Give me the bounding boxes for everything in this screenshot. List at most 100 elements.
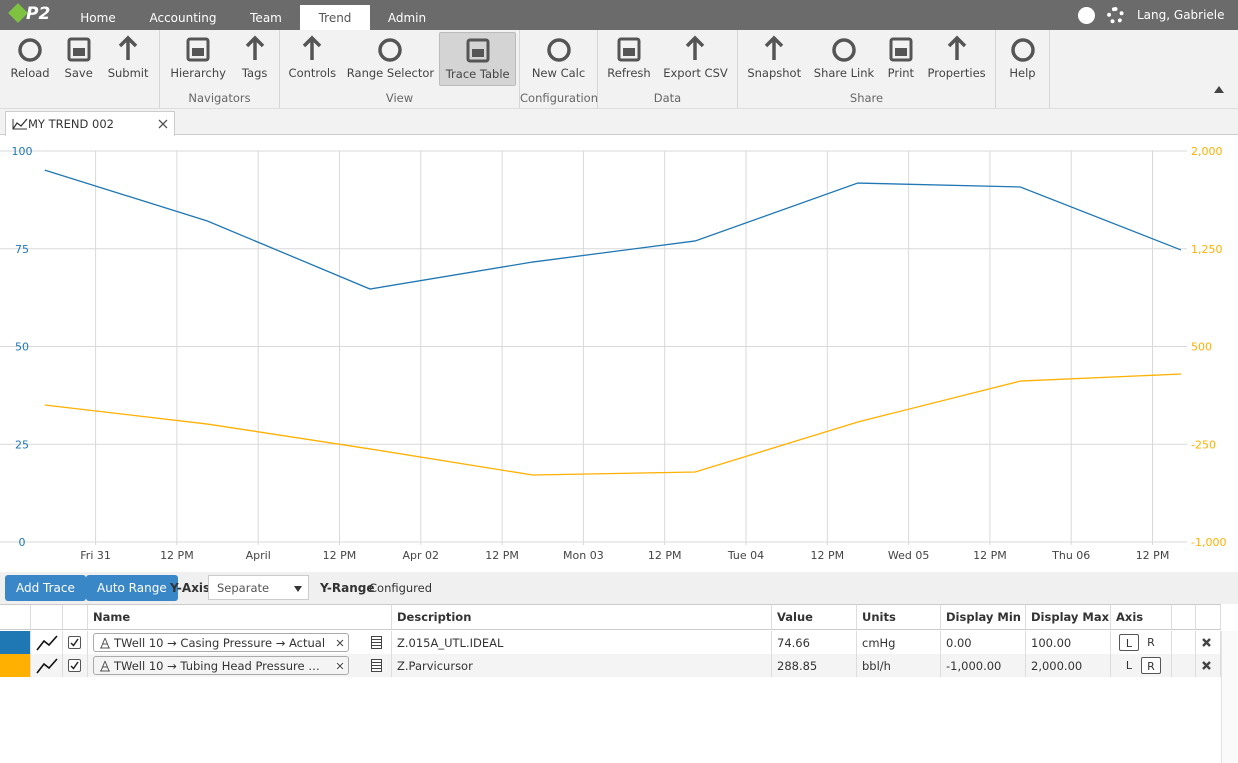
ribbon-button[interactable]: Controls	[283, 32, 342, 86]
x-tick-label: 12 PM	[1136, 549, 1170, 562]
ribbon-button[interactable]: Properties	[922, 32, 992, 86]
ribbon-button[interactable]: Help	[1003, 32, 1043, 86]
button-icon	[67, 37, 91, 62]
header-cell: Value	[772, 605, 857, 629]
trace-style-icon[interactable]	[36, 657, 58, 674]
button-label[interactable]: Trace Table	[445, 67, 510, 81]
header-cell: Units	[857, 605, 941, 629]
top-bar: P2 Home Accounting Team Trend Admin Lang, Gabr…	[0, 0, 1238, 30]
button-label[interactable]: Help	[1009, 66, 1036, 80]
y2-tick-label: 1,250	[1191, 243, 1223, 256]
ribbon-button[interactable]: Print	[881, 32, 921, 86]
ribbon: Reload Save Submit Hierarchy Tags Navigators C…	[0, 30, 1238, 109]
button-label[interactable]: Save	[64, 66, 93, 80]
ribbon-button[interactable]: Submit	[102, 32, 155, 86]
button-label[interactable]: Submit	[107, 66, 149, 80]
ribbon-button[interactable]: Hierarchy	[164, 32, 232, 86]
close-tab[interactable]	[158, 119, 168, 129]
header-cell	[0, 605, 31, 629]
ribbon-button[interactable]: Trace Table	[439, 32, 516, 86]
delete-trace[interactable]	[1201, 637, 1212, 648]
axis-option[interactable]: R	[1141, 657, 1161, 674]
help-icon[interactable]	[1078, 7, 1095, 24]
x-tick-label: Wed 05	[888, 549, 929, 562]
y2-tick-label: 2,000	[1191, 145, 1223, 158]
delete-trace[interactable]	[1201, 660, 1212, 671]
button-label[interactable]: New Calc	[531, 66, 586, 80]
group-label: Configuration	[520, 91, 598, 105]
button-icon	[764, 35, 784, 60]
row-cell	[1196, 631, 1221, 654]
trace-style-icon[interactable]	[36, 634, 58, 651]
visible-checkbox[interactable]	[68, 636, 81, 649]
row-units: bbl/h	[862, 658, 891, 673]
y-tick-label: 50	[15, 341, 29, 354]
axis-option[interactable]: L	[1119, 634, 1139, 651]
logo: P2	[26, 4, 51, 24]
document-tab[interactable]: MY TREND 002	[5, 111, 175, 136]
button-label[interactable]: Export CSV	[663, 66, 728, 80]
checkmark	[70, 638, 79, 647]
button-icon	[617, 37, 641, 62]
header-cell: Axis	[1111, 605, 1172, 629]
nav-tab[interactable]: Trend	[300, 5, 370, 30]
remove-tag[interactable]	[336, 662, 344, 670]
nav-tab[interactable]: Accounting	[149, 11, 217, 25]
y-tick-label: 0	[19, 536, 26, 549]
trace-controls: Add Trace Auto Range Y-Axis Separate Y-Range…	[0, 572, 1238, 604]
nav-tab[interactable]: Team	[250, 11, 282, 25]
nav-tab[interactable]: Admin	[387, 11, 427, 25]
button-label[interactable]: Hierarchy	[170, 66, 226, 80]
row-cell: Z.015A_UTL.IDEAL	[392, 631, 772, 654]
button-label[interactable]: Controls	[288, 66, 337, 80]
ribbon-group: Refresh Export CSV Data	[598, 30, 738, 108]
ribbon-button[interactable]: Save	[59, 32, 99, 86]
axis-option[interactable]: R	[1147, 636, 1155, 649]
trace-color	[0, 654, 31, 677]
button-icon	[466, 38, 490, 63]
user-name[interactable]: Lang, Gabriele	[1137, 8, 1225, 22]
ribbon-button[interactable]: Reload	[4, 32, 55, 86]
button-label[interactable]: Snapshot	[747, 66, 802, 80]
add-trace-button[interactable]: Add Trace	[5, 575, 86, 601]
x-tick-label: Tue 04	[727, 549, 764, 562]
trace-name-pill[interactable]: TWell 10 → Casing Pressure → Actual	[93, 633, 349, 652]
ribbon-group: Controls Range Selector Trace Table View	[280, 30, 520, 108]
calc-icon[interactable]	[371, 636, 382, 649]
row-value: 288.85	[777, 658, 818, 673]
y2-tick-label: -250	[1191, 438, 1216, 451]
ribbon-button[interactable]: Refresh	[601, 32, 656, 86]
visible-checkbox[interactable]	[68, 659, 81, 672]
ribbon-button[interactable]: Tags	[235, 32, 275, 86]
button-label[interactable]: Refresh	[607, 66, 651, 80]
ribbon-button[interactable]: Snapshot	[741, 32, 807, 86]
button-label[interactable]: Tags	[241, 66, 268, 80]
button-label[interactable]: Print	[887, 66, 915, 80]
settings-icon[interactable]	[1107, 7, 1124, 24]
y-axis-label: Y-Axis	[170, 581, 211, 595]
y-axis-select[interactable]: Separate	[208, 575, 309, 600]
trace-line	[44, 373, 1181, 476]
x-tick-label: 12 PM	[810, 549, 844, 562]
ribbon-button[interactable]: Share Link	[808, 32, 880, 86]
axis-option[interactable]: L	[1125, 659, 1133, 672]
remove-tag[interactable]	[336, 639, 344, 647]
y-range-value[interactable]: Configured	[369, 581, 433, 595]
button-label[interactable]: Range Selector	[346, 66, 435, 80]
collapse-ribbon[interactable]	[1214, 86, 1224, 93]
ribbon-button[interactable]: Export CSV	[657, 32, 734, 86]
header-cell: Description	[392, 605, 772, 629]
button-icon	[378, 38, 403, 62]
row-cell: 0.00	[941, 631, 1026, 654]
ribbon-button[interactable]: New Calc	[526, 32, 591, 86]
button-label[interactable]: Share Link	[813, 66, 875, 80]
calc-icon[interactable]	[371, 659, 382, 672]
button-label[interactable]: Properties	[927, 66, 986, 80]
x-tick-label: 12 PM	[485, 549, 519, 562]
auto-range-button[interactable]: Auto Range	[86, 575, 178, 601]
ribbon-button[interactable]: Range Selector	[342, 32, 440, 86]
nav-tab[interactable]: Home	[80, 11, 116, 25]
button-label[interactable]: Reload	[10, 66, 50, 80]
trace-name-pill[interactable]: TWell 10 → Tubing Head Pressure → Ac...	[93, 656, 349, 675]
